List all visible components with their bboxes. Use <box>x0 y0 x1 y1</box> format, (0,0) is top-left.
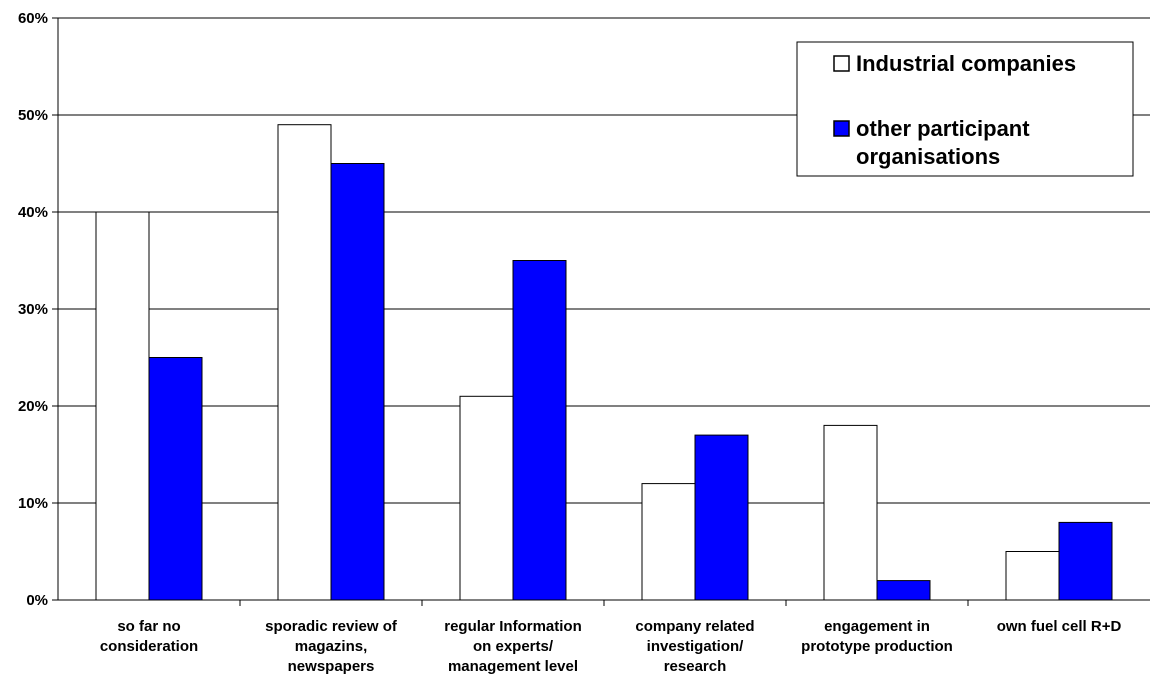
x-category-label: sporadic review of magazins, newspapers <box>265 618 398 675</box>
bar-industrial-2 <box>459 395 514 601</box>
y-tick-label: 0% <box>26 592 48 609</box>
y-axis-ticks: 0% 10% 20% 30% 40% 50% 60% <box>18 10 58 609</box>
x-axis-labels: so far no consideration sporadic review of… <box>100 618 1122 675</box>
y-tick-label: 30% <box>18 301 48 318</box>
x-category-label: engagement in prototype production <box>801 618 953 655</box>
bar-industrial-0 <box>95 211 150 601</box>
gridlines <box>58 17 1150 504</box>
bar-industrial-5 <box>1005 551 1060 601</box>
bar-industrial-4 <box>823 424 878 601</box>
legend: Industrial companies other participant org… <box>796 41 1134 177</box>
bar-other-3 <box>694 434 749 601</box>
bar-other-4 <box>876 580 931 601</box>
x-category-label: own fuel cell R+D <box>997 618 1122 635</box>
bar-industrial-1 <box>277 124 332 601</box>
bar-other-2 <box>512 260 567 601</box>
legend-label-other: other participant organisations <box>856 116 1030 169</box>
x-category-label: so far no consideration <box>100 618 198 655</box>
legend-box <box>796 41 1134 177</box>
bar-other-0 <box>148 357 203 601</box>
legend-key-other <box>833 120 850 137</box>
y-tick-label: 20% <box>18 398 48 415</box>
y-tick-label: 50% <box>18 107 48 124</box>
bar-industrial-3 <box>641 483 696 601</box>
y-tick-label: 40% <box>18 204 48 221</box>
x-category-label: company related investigation/research <box>635 618 754 675</box>
x-category-label: regular Information on experts/management… <box>444 618 582 675</box>
legend-label-industrial: Industrial companies <box>856 51 1076 76</box>
legend-key-industrial <box>833 55 850 72</box>
bar-other-1 <box>330 163 385 601</box>
bars <box>95 124 1113 601</box>
y-tick-label: 60% <box>18 10 48 27</box>
bar-other-5 <box>1058 521 1113 601</box>
axes <box>57 18 1150 606</box>
y-tick-label: 10% <box>18 495 48 512</box>
